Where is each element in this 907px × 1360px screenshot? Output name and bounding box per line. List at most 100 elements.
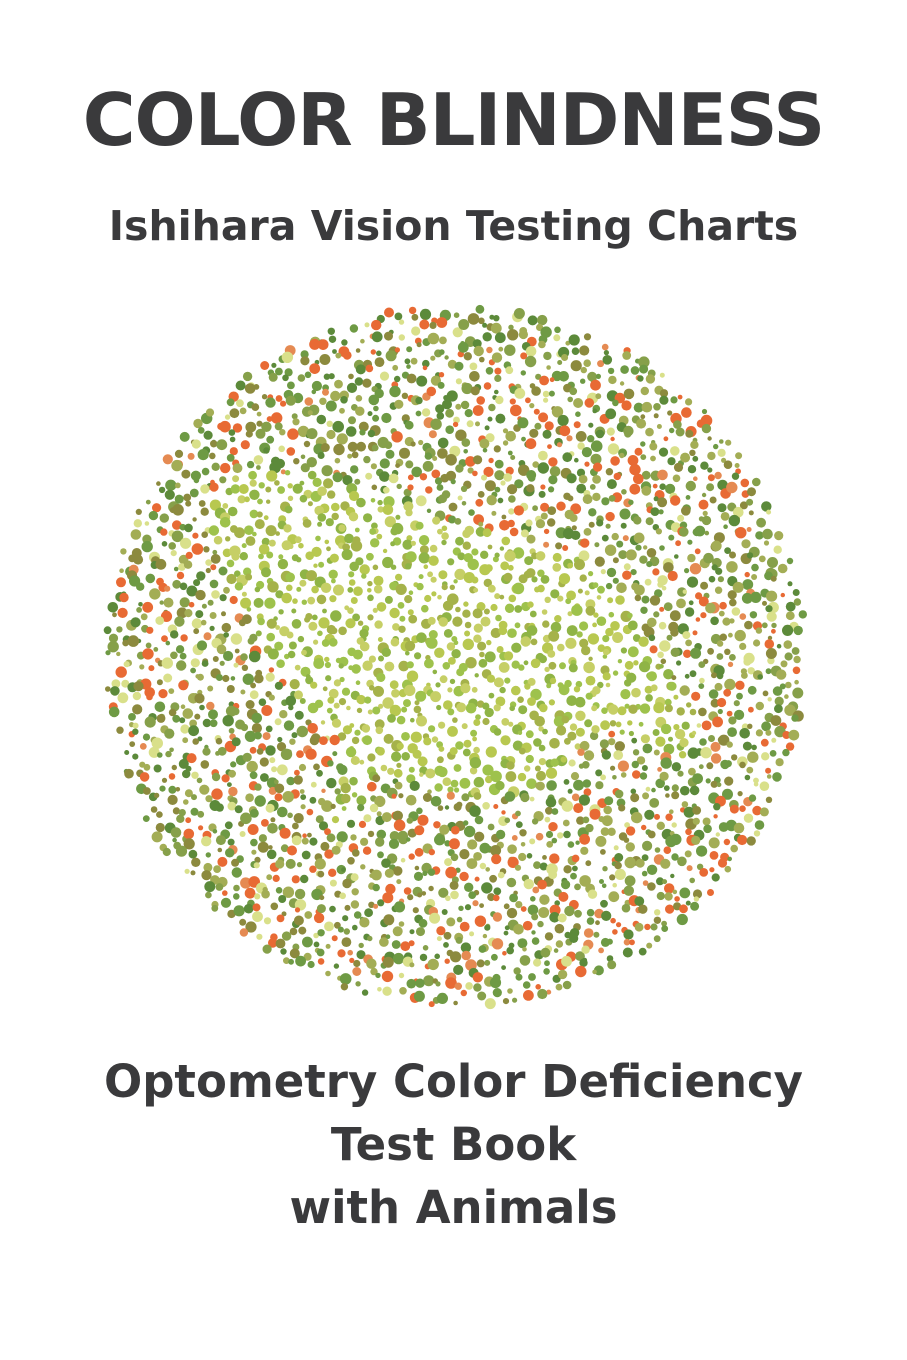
plate-dot [602, 672, 611, 681]
plate-dot [399, 615, 406, 622]
plate-dot [397, 602, 405, 609]
plate-dot [256, 420, 263, 427]
plate-dot [384, 331, 393, 341]
plate-dot [484, 998, 496, 1010]
plate-dot [184, 789, 193, 798]
plate-dot [367, 830, 375, 838]
plate-dot [504, 344, 516, 356]
plate-dot [298, 542, 304, 549]
plate-dot [370, 498, 376, 503]
plate-dot [204, 881, 216, 893]
plate-dot [128, 713, 136, 721]
plate-dot [710, 741, 721, 752]
plate-dot [724, 678, 736, 691]
plate-dot [432, 456, 438, 461]
plate-dot [208, 709, 218, 720]
plate-dot [356, 950, 366, 960]
plate-dot [231, 552, 240, 561]
plate-dot [642, 792, 650, 800]
plate-dot [285, 572, 295, 583]
plate-dot [513, 308, 525, 319]
plate-dot [394, 781, 403, 790]
plate-dot [171, 459, 183, 472]
plate-dot [558, 371, 569, 382]
plate-dot [317, 630, 323, 637]
plate-dot [305, 748, 317, 760]
plate-dot [446, 642, 456, 651]
plate-dot [259, 757, 269, 767]
plate-dot [662, 879, 668, 885]
plate-dot [508, 594, 517, 603]
plate-dot [537, 988, 548, 1000]
plate-dot [329, 905, 336, 913]
plate-dot [518, 464, 530, 476]
plate-dot [352, 849, 360, 857]
plate-dot [439, 349, 445, 355]
plate-dot [577, 748, 585, 756]
plate-dot [330, 803, 336, 809]
plate-dot [260, 361, 270, 370]
plate-dot [176, 814, 185, 823]
plate-dot [327, 760, 334, 767]
plate-dot [356, 497, 366, 508]
plate-dot [584, 398, 595, 408]
plate-dot [210, 440, 218, 448]
plate-dot [436, 704, 442, 711]
plate-dot [503, 572, 513, 582]
plate-dot [670, 396, 678, 404]
plate-dot [552, 552, 562, 562]
plate-dot [334, 788, 341, 795]
plate-dot [389, 607, 400, 619]
plate-dot [319, 736, 328, 745]
plate-dot [265, 486, 272, 493]
plate-dot [119, 568, 124, 573]
plate-dot [364, 322, 370, 328]
plate-dot [403, 501, 414, 512]
plate-dot [627, 612, 633, 619]
plate-dot [422, 945, 429, 951]
plate-dot [365, 472, 373, 480]
plate-dot [537, 920, 544, 928]
plate-dot [705, 602, 716, 614]
plate-dot [124, 750, 130, 755]
plate-dot [734, 709, 745, 720]
plate-dot [415, 978, 425, 988]
plate-dot [176, 571, 185, 580]
plate-dot [765, 605, 773, 613]
plate-dot [133, 519, 142, 528]
plate-dot [592, 969, 597, 975]
plate-dot [437, 766, 448, 778]
plate-dot [437, 594, 442, 600]
plate-dot [342, 878, 352, 889]
plate-dot [475, 421, 480, 427]
plate-dot [325, 518, 334, 527]
plate-dot [406, 346, 413, 353]
plate-dot [426, 637, 438, 649]
plate-dot [677, 856, 687, 867]
plate-dot [423, 564, 429, 569]
plate-dot [533, 738, 542, 747]
plate-dot [507, 844, 517, 854]
plate-dot [289, 738, 296, 745]
plate-dot [509, 893, 518, 903]
plate-dot [683, 806, 695, 818]
plate-dot [663, 669, 674, 680]
plate-dot [619, 381, 625, 386]
plate-dot [473, 983, 482, 992]
plate-dot [708, 689, 719, 699]
plate-dot [484, 480, 496, 492]
plate-dot [153, 764, 162, 773]
plate-dot [398, 319, 405, 325]
plate-dot [540, 502, 550, 512]
plate-dot [278, 554, 284, 560]
plate-dot [394, 375, 401, 383]
plate-dot [245, 421, 257, 433]
plate-dot [178, 758, 189, 769]
plate-dot [517, 696, 524, 703]
plate-dot [584, 590, 590, 596]
plate-dot [487, 584, 496, 593]
plate-dot [159, 513, 169, 523]
plate-dot [671, 762, 682, 772]
plate-dot [520, 636, 531, 647]
plate-dot [633, 532, 645, 544]
